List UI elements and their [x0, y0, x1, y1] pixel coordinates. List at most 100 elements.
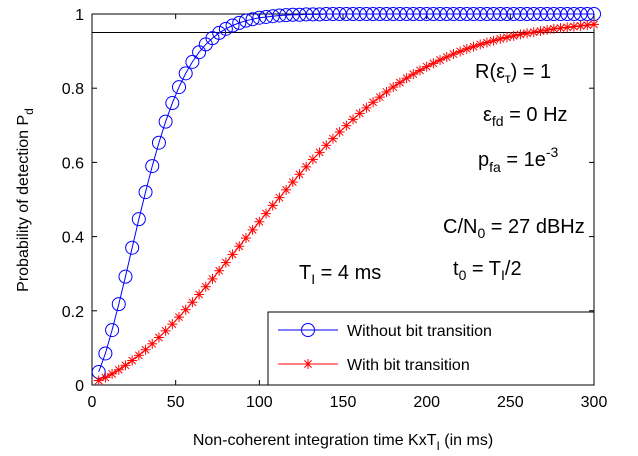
data-point-circle	[301, 323, 315, 337]
data-point-asterisk	[200, 281, 211, 292]
legend-label: Without bit transition	[347, 323, 492, 340]
data-point-circle	[212, 25, 227, 40]
legend-item: With bit transition	[278, 357, 470, 374]
data-point-circle	[105, 323, 120, 338]
data-point-asterisk	[174, 312, 185, 323]
data-point-circle	[232, 15, 247, 30]
data-point-asterisk	[368, 97, 379, 108]
data-point-circle	[138, 185, 153, 200]
data-point-asterisk	[187, 297, 198, 308]
series-with-bit-transition	[93, 19, 599, 386]
data-point-asterisk	[207, 273, 218, 284]
data-point-asterisk	[287, 177, 298, 188]
x-tick-label: 250	[497, 394, 524, 411]
data-point-asterisk	[240, 233, 251, 244]
data-point-asterisk	[522, 28, 533, 39]
data-point-asterisk	[334, 126, 345, 137]
data-point-asterisk	[361, 102, 372, 113]
data-point-asterisk	[348, 114, 359, 125]
legend: Without bit transition With bit transitio…	[267, 311, 595, 386]
data-point-asterisk	[120, 360, 131, 371]
data-point-asterisk	[562, 22, 573, 33]
data-point-asterisk	[589, 19, 599, 30]
y-tick-label: 0.2	[62, 304, 84, 321]
data-point-asterisk	[321, 140, 332, 151]
data-point-asterisk	[294, 169, 305, 180]
annotation-cn0: C/N0 = 27 dBHz	[443, 216, 585, 241]
data-point-circle	[238, 13, 253, 28]
data-point-asterisk	[267, 200, 278, 211]
y-axis-label: Probability of detection Pd	[15, 108, 36, 292]
data-point-circle	[158, 114, 173, 129]
data-point-asterisk	[401, 73, 412, 84]
data-point-circle	[259, 9, 274, 24]
data-point-circle	[111, 297, 126, 312]
data-point-asterisk	[227, 249, 238, 260]
data-point-asterisk	[180, 304, 191, 315]
x-tick-label: 150	[330, 394, 357, 411]
data-point-asterisk	[548, 23, 559, 34]
data-point-asterisk	[394, 77, 405, 88]
data-point-circle	[125, 240, 140, 255]
data-point-circle	[145, 159, 160, 174]
y-tick-label: 0.4	[62, 230, 84, 247]
x-tick-label: 300	[581, 394, 608, 411]
data-point-asterisk	[261, 208, 272, 219]
data-point-asterisk	[461, 43, 472, 54]
data-point-asterisk	[281, 184, 292, 195]
data-point-circle	[118, 269, 133, 284]
data-point-asterisk	[354, 108, 365, 119]
data-point-asterisk	[234, 241, 245, 252]
data-point-asterisk	[254, 216, 265, 227]
data-point-asterisk	[381, 86, 392, 97]
data-point-asterisk	[303, 359, 313, 369]
data-point-asterisk	[147, 338, 158, 349]
y-tick-label: 0.6	[62, 155, 84, 172]
annotation-epsilon-fd: εfd = 0 Hz	[483, 104, 568, 129]
data-point-asterisk	[475, 39, 486, 50]
data-point-asterisk	[428, 58, 439, 69]
y-tick-label: 1	[75, 7, 84, 24]
data-point-circle	[178, 66, 193, 81]
data-point-asterisk	[488, 35, 499, 46]
data-point-asterisk	[93, 375, 104, 386]
data-point-asterisk	[535, 26, 546, 37]
data-point-circle	[252, 10, 267, 25]
data-point-asterisk	[568, 21, 579, 32]
data-point-circle	[151, 135, 166, 150]
data-point-circle	[98, 346, 113, 361]
legend-box	[267, 311, 595, 386]
data-point-asterisk	[468, 41, 479, 52]
data-point-asterisk	[140, 344, 151, 355]
data-point-asterisk	[495, 33, 506, 44]
x-tick-label: 0	[88, 394, 97, 411]
data-point-asterisk	[247, 224, 258, 235]
legend-item: Without bit transition	[278, 323, 492, 340]
data-series	[91, 7, 601, 386]
data-point-circle	[165, 96, 180, 111]
data-point-circle	[131, 212, 146, 227]
data-point-circle	[218, 21, 233, 36]
legend-items: Without bit transition With bit transitio…	[278, 323, 492, 374]
data-point-asterisk	[455, 46, 466, 57]
x-axis-label: Non-coherent integration time KxTI (in m…	[193, 432, 493, 453]
data-point-asterisk	[220, 257, 231, 268]
data-point-asterisk	[133, 350, 144, 361]
data-point-asterisk	[542, 24, 553, 35]
y-axis-ticks: 0 0.2 0.4 0.6 0.8 1	[62, 7, 594, 395]
data-point-asterisk	[575, 20, 586, 31]
data-point-asterisk	[501, 32, 512, 43]
data-point-asterisk	[341, 120, 352, 131]
data-point-circle	[225, 18, 240, 33]
y-tick-label: 0.8	[62, 81, 84, 98]
data-point-asterisk	[582, 20, 593, 31]
annotation-r-epsilon: R(ετ) = 1	[475, 61, 551, 86]
legend-label: With bit transition	[347, 357, 470, 374]
data-point-asterisk	[301, 161, 312, 172]
data-point-asterisk	[307, 154, 318, 165]
data-point-asterisk	[167, 319, 178, 330]
annotation-t0: t0 = TI/2	[453, 258, 522, 283]
x-tick-label: 200	[413, 394, 440, 411]
data-point-asterisk	[481, 37, 492, 48]
